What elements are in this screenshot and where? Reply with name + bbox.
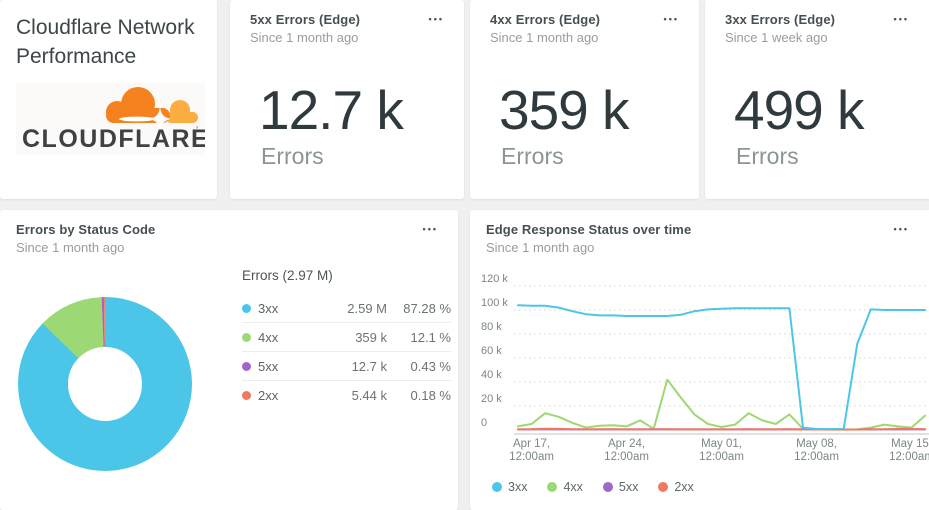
header-card: Cloudflare Network Performance CLOUD (0, 0, 217, 199)
pie-chart-card: Errors by Status Code Since 1 month ago … (0, 210, 458, 510)
card-menu-icon[interactable]: ••• (893, 14, 909, 24)
series-color-dot (242, 303, 251, 313)
metric-card-3xx: 3xx Errors (Edge) Since 1 week ago ••• 4… (705, 0, 929, 199)
card-title: Edge Response Status over time (486, 222, 692, 237)
card-title: 3xx Errors (Edge) (725, 12, 836, 27)
series-percent: 87.28 % (403, 300, 451, 316)
series-name: 4xx (258, 329, 279, 345)
series-count: 359 k (355, 329, 387, 345)
legend-label: 3xx (508, 480, 528, 494)
series-name: 3xx (258, 300, 279, 316)
series-name: 5xx (258, 358, 279, 374)
x-axis-tick: 12:00am (794, 451, 839, 463)
metric-value: 12.7 k (259, 79, 404, 141)
svg-text:’: ’ (196, 125, 198, 135)
legend-color-dot (602, 482, 613, 492)
series-name: 2xx (258, 387, 279, 403)
metric-card-5xx: 5xx Errors (Edge) Since 1 month ago ••• … (230, 0, 464, 199)
x-axis-tick: Apr 17, (513, 438, 550, 450)
y-axis-tick: 40 k (481, 369, 502, 381)
pie-table-row-3xx[interactable]: 3xx 2.59 M 87.28 % (242, 294, 451, 323)
x-axis-tick: Apr 24, (608, 438, 645, 450)
x-axis-tick: May 15, (891, 438, 929, 450)
series-percent: 12.1 % (410, 329, 451, 345)
legend-item-2xx[interactable]: 2xx (658, 480, 694, 494)
x-axis-tick: 12:00am (889, 451, 929, 463)
y-axis-tick: 80 k (481, 321, 502, 333)
legend-item-4xx[interactable]: 4xx (547, 480, 583, 494)
card-subtitle: Since 1 month ago (490, 30, 599, 45)
pie-table-title: Errors (2.97 M) (242, 268, 333, 283)
x-axis-tick: 12:00am (509, 451, 554, 463)
line-series-4xx (517, 378, 927, 431)
y-axis-tick: 120 k (481, 273, 508, 285)
card-subtitle: Since 1 month ago (250, 30, 359, 45)
card-subtitle: Since 1 month ago (16, 240, 125, 255)
legend-color-dot (547, 482, 558, 492)
metric-value: 359 k (499, 79, 630, 141)
card-menu-icon[interactable]: ••• (893, 224, 909, 234)
metric-label: Errors (736, 143, 799, 169)
legend-color-dot (492, 482, 502, 492)
line-chart-legend: 3xx 4xx 5xx 2xx (492, 480, 694, 494)
y-axis-tick: 100 k (481, 297, 508, 309)
line-chart: 0 20 k 40 k 60 k 80 k 100 k 120 k Apr 17, 12:00a… (470, 265, 929, 470)
donut-slice-2xx[interactable] (18, 297, 192, 471)
card-menu-icon[interactable]: ••• (422, 224, 438, 234)
metric-label: Errors (261, 143, 324, 169)
legend-item-5xx[interactable]: 5xx (602, 480, 639, 494)
card-title: 5xx Errors (Edge) (250, 12, 361, 27)
cloudflare-wordmark: CLOUDFLARE (22, 125, 205, 153)
x-axis-tick: 12:00am (699, 451, 744, 463)
x-axis-tick: May 01, (701, 438, 742, 450)
legend-label: 2xx (674, 480, 694, 494)
series-color-dot (242, 361, 251, 371)
card-subtitle: Since 1 week ago (725, 30, 828, 45)
metric-label: Errors (501, 143, 564, 169)
donut-slice-4xx[interactable] (17, 296, 192, 471)
line-series-2xx (517, 427, 927, 431)
series-percent: 0.43 % (410, 358, 451, 374)
legend-item-3xx[interactable]: 3xx (492, 480, 527, 494)
cloudflare-logo: CLOUDFLARE ’ (16, 83, 208, 155)
legend-label: 4xx (563, 480, 583, 494)
card-subtitle: Since 1 month ago (486, 240, 595, 255)
pie-table-row-4xx[interactable]: 4xx 359 k 12.1 % (242, 323, 451, 352)
dashboard-title: Cloudflare Network Performance (16, 16, 195, 68)
series-count: 2.59 M (347, 300, 387, 316)
donut-slice-5xx[interactable] (18, 297, 192, 471)
line-series-3xx (517, 304, 927, 430)
card-menu-icon[interactable]: ••• (663, 14, 679, 24)
y-axis-tick: 20 k (481, 393, 502, 405)
metric-value: 499 k (734, 79, 865, 141)
x-axis-tick: 12:00am (604, 451, 649, 463)
line-chart-card: Edge Response Status over time Since 1 m… (470, 210, 929, 510)
series-count: 12.7 k (351, 358, 387, 374)
donut-slice-3xx[interactable] (18, 297, 192, 471)
pie-table-row-2xx[interactable]: 2xx 5.44 k 0.18 % (242, 381, 451, 409)
y-axis-tick: 60 k (481, 345, 502, 357)
x-axis-tick: May 08, (796, 438, 837, 450)
metric-card-4xx: 4xx Errors (Edge) Since 1 month ago ••• … (470, 0, 699, 199)
series-color-dot (242, 332, 251, 342)
pie-legend-table: Errors (2.97 M) 3xx 2.59 M 87.28 % 4xx 359 k… (242, 268, 451, 409)
pie-table-row-5xx[interactable]: 5xx 12.7 k 0.43 % (242, 352, 451, 381)
series-count: 5.44 k (351, 387, 387, 403)
cloudflare-logo-image: CLOUDFLARE ’ (22, 87, 208, 153)
y-axis-tick: 0 (481, 417, 487, 429)
card-menu-icon[interactable]: ••• (428, 14, 444, 24)
legend-color-dot (658, 482, 669, 492)
donut-chart (16, 295, 194, 473)
cloudflare-cloud-icon (106, 87, 198, 131)
card-title: Errors by Status Code (16, 222, 156, 237)
series-percent: 0.18 % (410, 387, 451, 403)
series-color-dot (242, 390, 251, 400)
card-title: 4xx Errors (Edge) (490, 12, 601, 27)
legend-label: 5xx (618, 480, 639, 494)
